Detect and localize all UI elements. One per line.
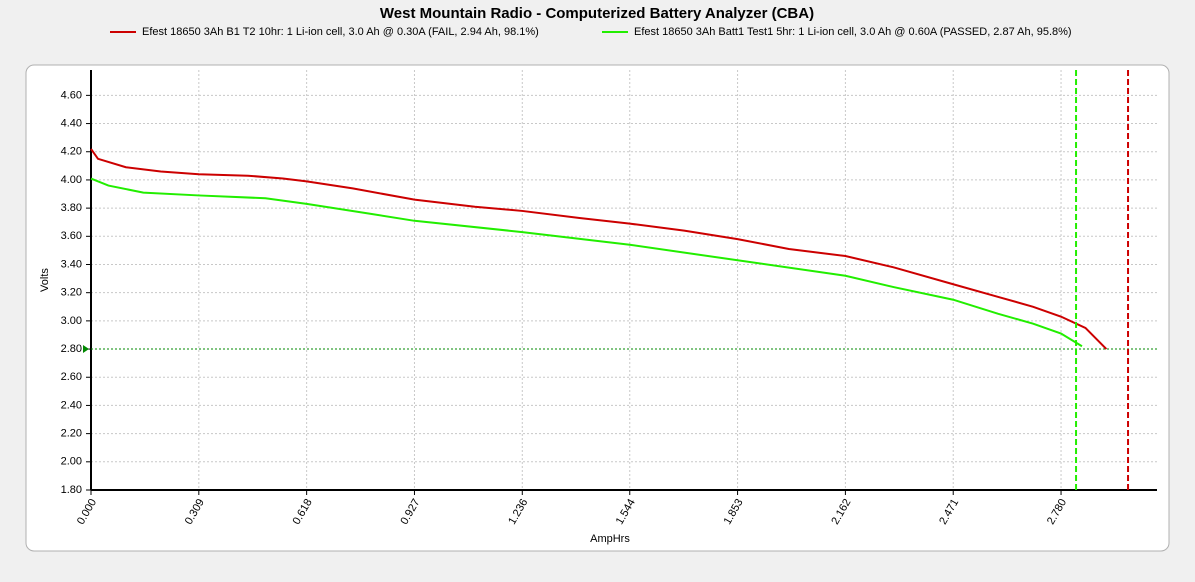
y-tick-label: 2.60 [61,371,82,383]
y-tick-label: 2.00 [61,456,82,468]
y-tick-label: 4.60 [61,89,82,101]
y-tick-label: 3.80 [61,202,82,214]
series-line [90,148,1108,350]
y-tick-label: 2.40 [61,399,82,411]
y-tick-label: 2.20 [61,428,82,440]
y-tick-label: 3.20 [61,287,82,299]
legend-label: Efest 18650 3Ah B1 T2 10hr: 1 Li-ion cel… [142,26,539,38]
y-tick-label: 4.40 [61,117,82,129]
series-line [90,177,1083,348]
y-axis-label: Volts [39,268,51,292]
y-tick-label: 2.80 [61,343,82,355]
y-tick-label: 3.60 [61,230,82,242]
x-axis-label: AmpHrs [590,533,630,545]
y-tick-label: 3.00 [61,315,82,327]
y-tick-label: 3.40 [61,258,82,270]
chart-title: West Mountain Radio - Computerized Batte… [380,5,814,22]
legend-label: Efest 18650 3Ah Batt1 Test1 5hr: 1 Li-io… [634,26,1072,38]
plot-panel [25,64,1170,552]
cutoff-arrow [83,345,89,354]
y-tick-label: 4.00 [61,174,82,186]
y-tick-label: 1.80 [61,484,82,496]
y-tick-label: 4.20 [61,146,82,158]
